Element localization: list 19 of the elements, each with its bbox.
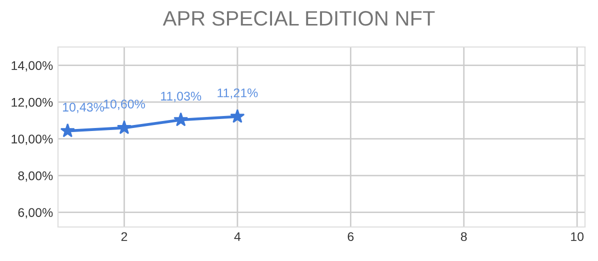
y-tick-label: 8,00%	[18, 171, 53, 182]
x-tick-label: 2	[121, 232, 128, 241]
x-tick-label: 10	[571, 232, 584, 242]
y-tick-label: 12,00%	[12, 98, 53, 108]
y-tick-label: 10,00%	[12, 134, 53, 145]
data-label: 11,21%	[218, 88, 258, 99]
data-label: 10,43%	[63, 102, 104, 114]
point	[116, 120, 132, 134]
point	[230, 108, 245, 123]
x-tick-label: 4	[234, 232, 241, 241]
y-tick-label: 14,00%	[12, 61, 53, 72]
point	[174, 112, 188, 126]
chart-title: APR SPECIAL EDITION NFT	[162, 10, 435, 26]
point	[60, 123, 75, 138]
y-tick-label: 6,00%	[18, 208, 53, 218]
x-tick-label: 6	[348, 232, 354, 242]
x-tick-label: 8	[460, 232, 467, 242]
data-label: 10,60%	[104, 100, 145, 110]
data-label: 11,03%	[161, 92, 202, 102]
